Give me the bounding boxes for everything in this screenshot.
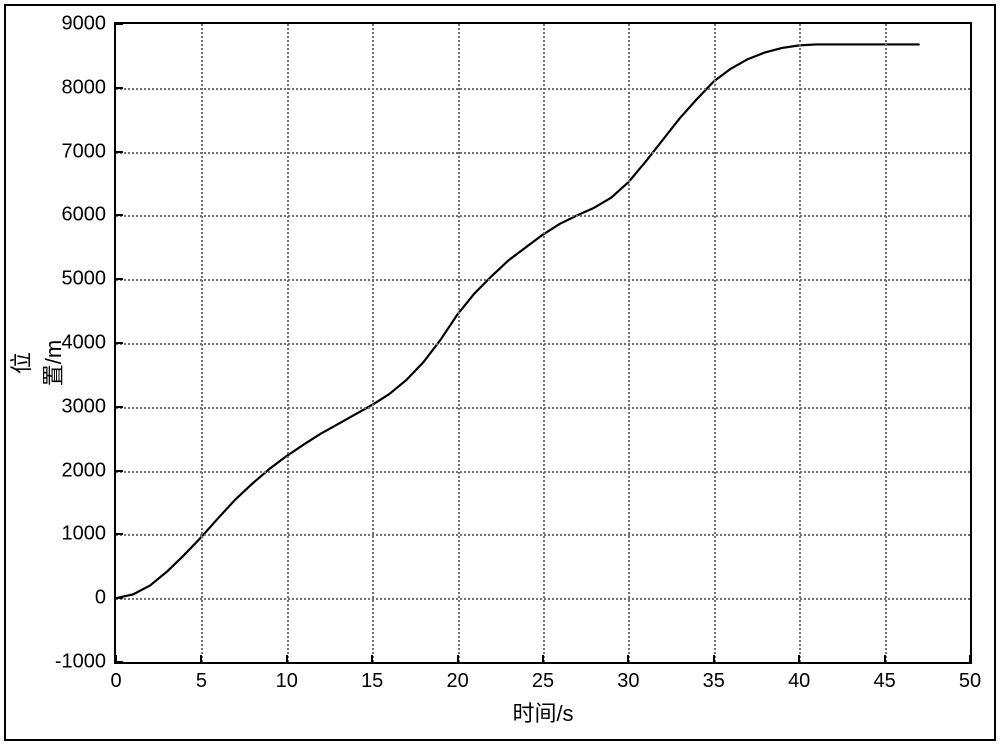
xtick-label: 40 bbox=[788, 670, 810, 693]
gridline-v bbox=[372, 24, 374, 662]
ytick-mark bbox=[116, 342, 123, 344]
ytick-mark bbox=[116, 87, 123, 89]
ytick-mark bbox=[116, 597, 123, 599]
plot-area bbox=[114, 22, 972, 664]
ytick-mark bbox=[116, 661, 123, 663]
ytick-mark bbox=[116, 151, 123, 153]
ytick-mark bbox=[116, 533, 123, 535]
xtick-mark bbox=[115, 655, 117, 662]
ytick-label: 2000 bbox=[62, 459, 107, 482]
y-axis-label: 位置/m bbox=[4, 333, 68, 393]
gridline-v bbox=[799, 24, 801, 662]
gridline-v bbox=[714, 24, 716, 662]
figure: 位置/m 时间/s -10000100020003000400050006000… bbox=[0, 0, 1000, 745]
ytick-label: 1000 bbox=[62, 523, 107, 546]
ytick-mark bbox=[116, 470, 123, 472]
xtick-mark bbox=[713, 655, 715, 662]
ytick-label: 0 bbox=[95, 587, 106, 610]
xtick-mark bbox=[286, 655, 288, 662]
ytick-label: 6000 bbox=[62, 204, 107, 227]
ytick-label: 4000 bbox=[62, 332, 107, 355]
ytick-label: 7000 bbox=[62, 140, 107, 163]
xtick-label: 45 bbox=[873, 670, 895, 693]
xtick-label: 35 bbox=[703, 670, 725, 693]
gridline-v bbox=[201, 24, 203, 662]
xtick-label: 10 bbox=[276, 670, 298, 693]
xtick-mark bbox=[969, 655, 971, 662]
xtick-label: 15 bbox=[361, 670, 383, 693]
ytick-label: 3000 bbox=[62, 395, 107, 418]
x-axis-label: 时间/s bbox=[493, 696, 593, 728]
xtick-mark bbox=[542, 655, 544, 662]
xtick-mark bbox=[371, 655, 373, 662]
xtick-mark bbox=[627, 655, 629, 662]
ytick-mark bbox=[116, 214, 123, 216]
xtick-label: 30 bbox=[617, 670, 639, 693]
xtick-label: 20 bbox=[446, 670, 468, 693]
gridline-v bbox=[543, 24, 545, 662]
ytick-label: 9000 bbox=[62, 13, 107, 36]
ytick-mark bbox=[116, 406, 123, 408]
gridline-v bbox=[458, 24, 460, 662]
ytick-label: -1000 bbox=[55, 651, 106, 674]
ytick-label: 8000 bbox=[62, 76, 107, 99]
gridline-v bbox=[287, 24, 289, 662]
gridline-v bbox=[885, 24, 887, 662]
xtick-label: 25 bbox=[532, 670, 554, 693]
ytick-mark bbox=[116, 23, 123, 25]
xtick-mark bbox=[884, 655, 886, 662]
xtick-mark bbox=[798, 655, 800, 662]
gridline-v bbox=[628, 24, 630, 662]
xtick-mark bbox=[200, 655, 202, 662]
xtick-mark bbox=[457, 655, 459, 662]
ytick-mark bbox=[116, 278, 123, 280]
xtick-label: 0 bbox=[110, 670, 121, 693]
xtick-label: 5 bbox=[196, 670, 207, 693]
ytick-label: 5000 bbox=[62, 268, 107, 291]
xtick-label: 50 bbox=[959, 670, 981, 693]
